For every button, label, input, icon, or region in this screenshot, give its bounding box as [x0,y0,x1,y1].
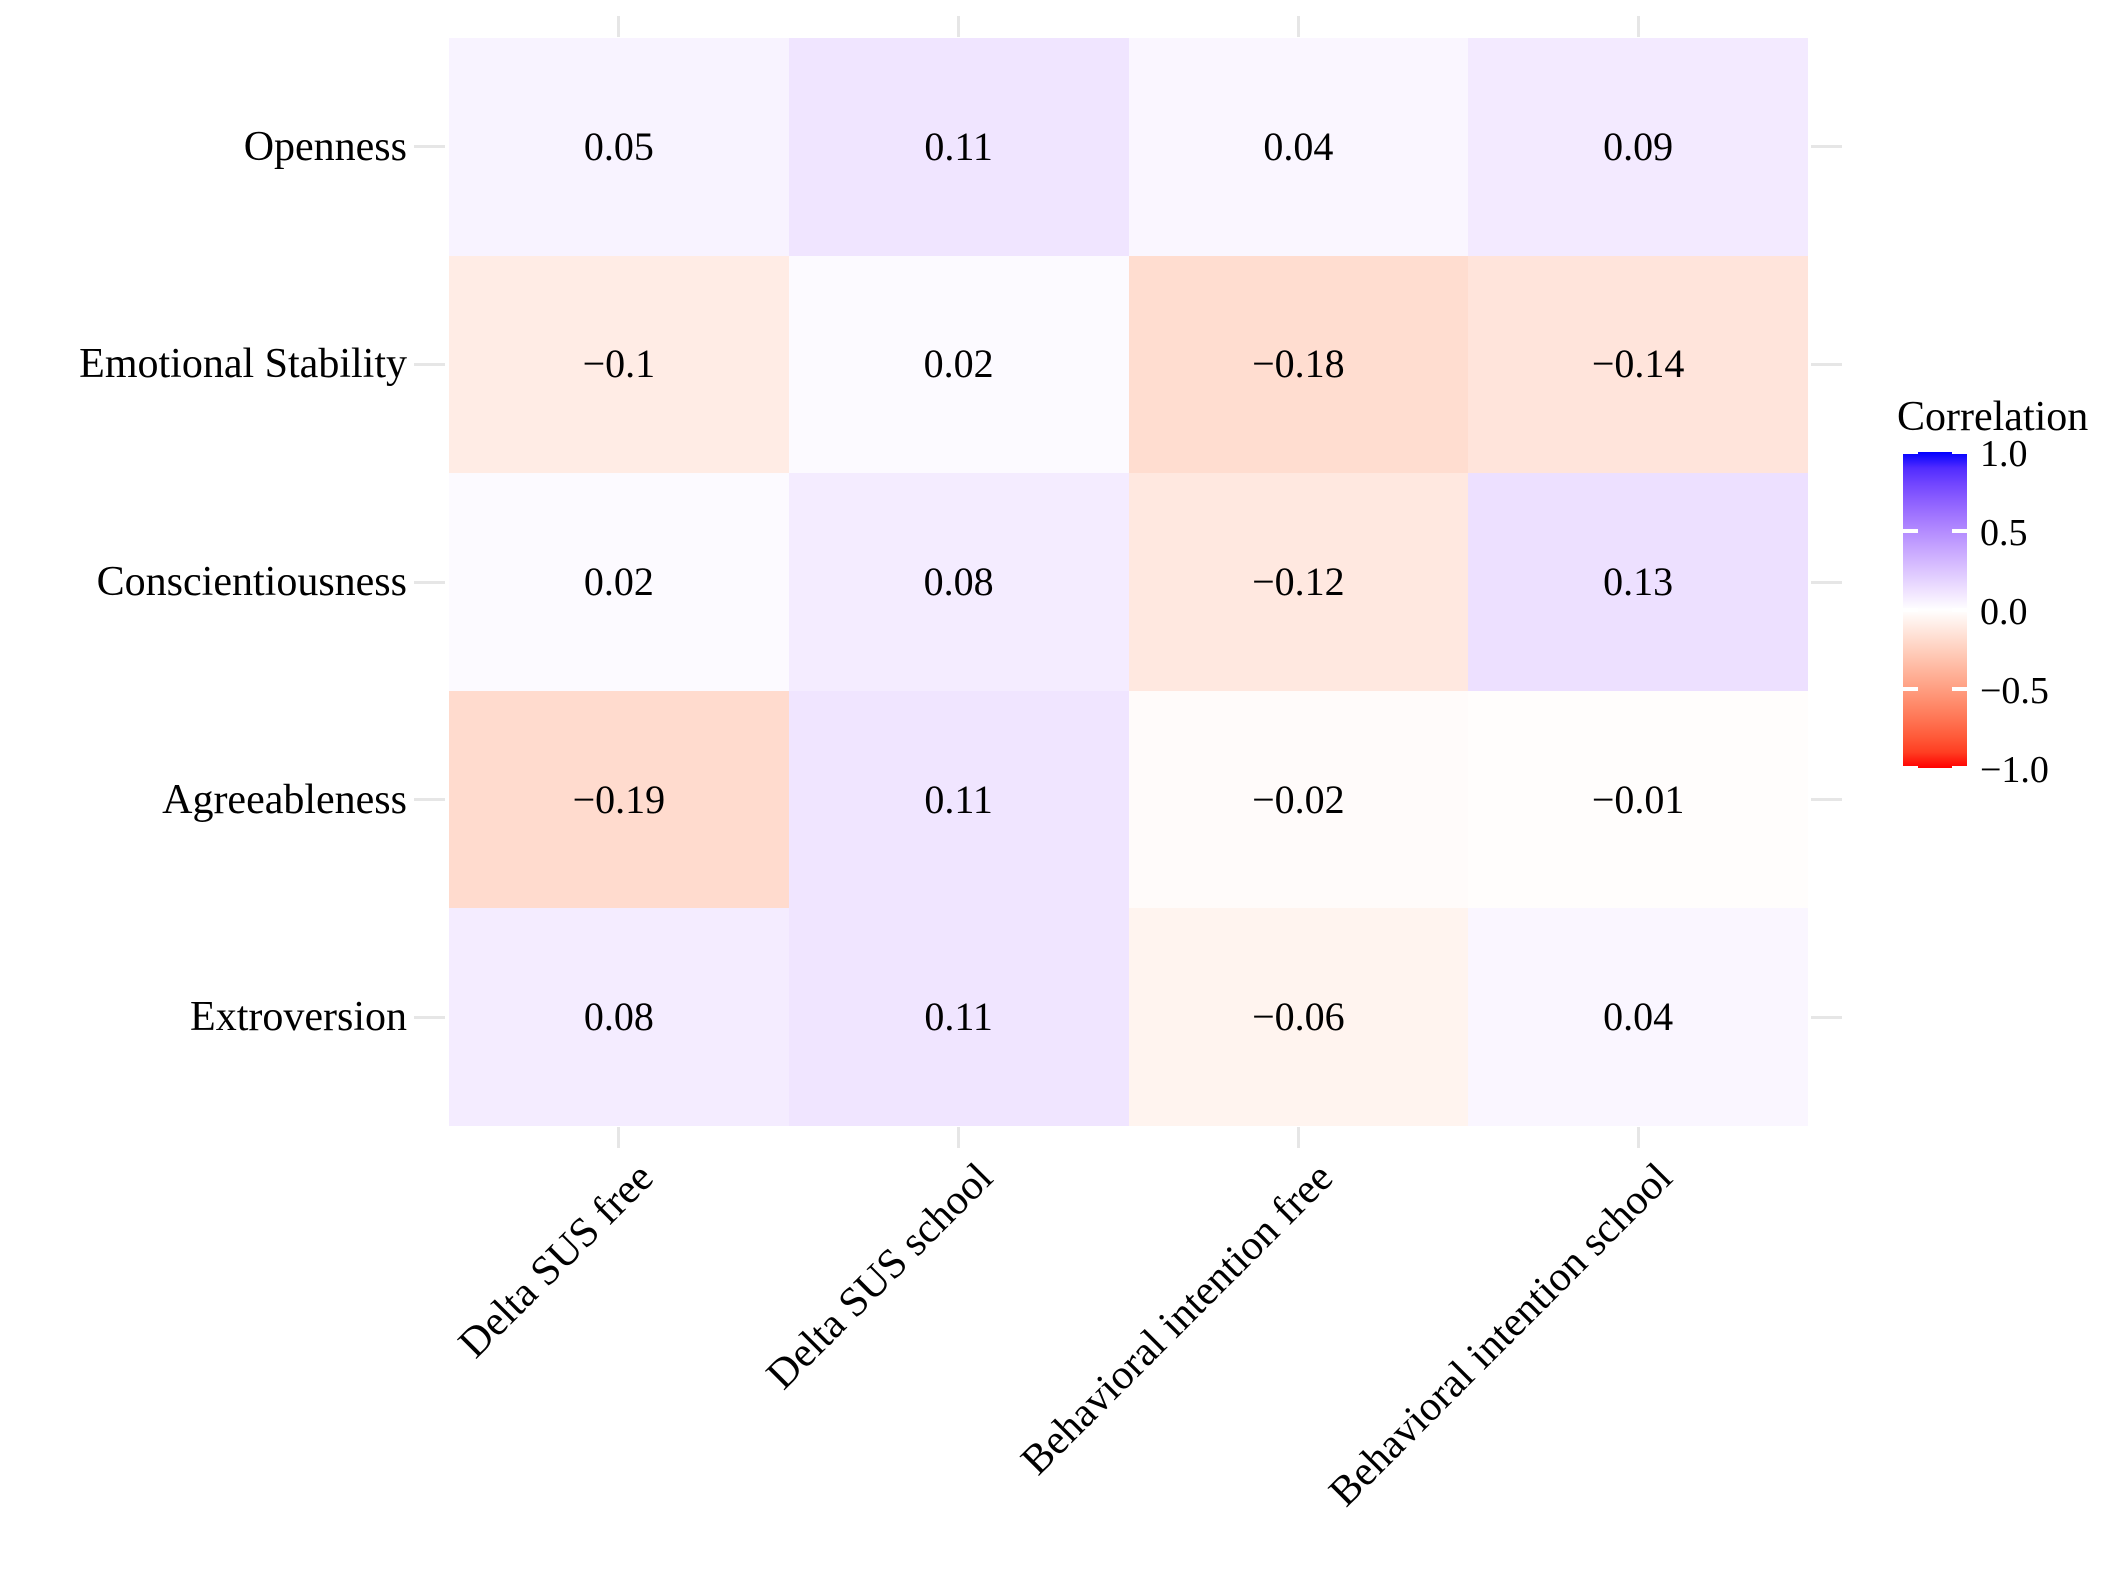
cell-value: 0.11 [924,123,993,169]
cell-value: −0.02 [1252,776,1345,822]
axis-tick [957,16,961,37]
heatmap-cell: −0.18 [1128,255,1469,474]
legend-tick-mark [1952,529,1967,533]
cell-value: −0.01 [1591,776,1685,822]
cell-value: 0.04 [1603,994,1674,1040]
axis-tick [414,1015,445,1019]
cell-value: −0.12 [1252,558,1345,604]
heatmap-cell: 0.02 [788,255,1129,474]
heatmap-cell: 0.13 [1468,473,1808,691]
y-axis-label: Openness [243,123,407,170]
legend-tick-label: 1.0 [1980,433,2028,475]
y-axis-label: Extroversion [190,994,407,1041]
x-axis-label: Behavioral intention free [1012,1154,1342,1484]
heatmap-cell: 0.11 [788,38,1129,256]
axis-tick [1811,798,1842,802]
cell-value: 0.05 [583,123,654,169]
cell-value: 0.02 [583,558,654,604]
heatmap-cell: 0.05 [449,38,789,256]
heatmap-cell: −0.01 [1468,690,1808,909]
cell-value: 0.09 [1603,123,1674,169]
legend-colorbar [1903,452,1967,768]
heatmap-grid: 0.05 0.11 0.04 0.09 −0.1 0.02 −0.18 −0.14 0.02 0.… [449,38,1808,1126]
axis-tick [1636,16,1640,37]
axis-tick [1296,1127,1300,1148]
cell-value: −0.14 [1591,341,1685,387]
axis-tick [414,145,445,149]
y-axis-label: Emotional Stability [79,341,407,388]
cell-value: 0.11 [924,994,993,1040]
legend-tick-label: −0.5 [1980,670,2049,712]
cell-value: −0.1 [582,341,656,387]
legend-tick-label: 0.0 [1980,591,2028,633]
heatmap-cell: −0.1 [449,255,789,474]
cell-value: 0.08 [923,558,994,604]
axis-tick [414,362,445,366]
legend-tick-label: 0.5 [1980,512,2028,554]
heatmap-cell: 0.04 [1128,38,1469,256]
heatmap-cell: −0.06 [1128,908,1469,1126]
heatmap-cell: −0.19 [449,690,789,909]
legend-tick-mark [1952,687,1967,691]
x-axis-label: Delta SUS school [758,1154,1002,1399]
axis-tick [617,16,621,37]
axis-tick [1811,145,1842,149]
heatmap-cell: −0.12 [1128,473,1469,691]
legend-title: Correlation [1897,394,2089,440]
axis-tick [414,580,445,584]
legend-tick-mark [1952,766,1967,768]
heatmap-cell: 0.08 [788,473,1129,691]
y-axis-label: Agreeableness [162,776,407,823]
cell-value: 0.04 [1263,123,1334,169]
legend-tick-mark [1903,766,1918,768]
legend-tick-label: −1.0 [1980,749,2049,791]
cell-value: 0.11 [924,776,993,822]
axis-tick [957,1127,961,1148]
cell-value: −0.19 [572,776,666,822]
axis-tick [1811,580,1842,584]
cell-value: 0.08 [583,994,654,1040]
heatmap-cell: 0.08 [449,908,789,1126]
axis-tick [1811,362,1842,366]
cell-value: −0.18 [1252,341,1345,387]
heatmap-cell: 0.02 [449,473,789,691]
heatmap-cell: 0.09 [1468,38,1808,256]
heatmap-cell: 0.04 [1468,908,1808,1126]
legend-tick-mark [1903,529,1918,533]
heatmap-cell: −0.14 [1468,255,1808,474]
axis-tick [1296,16,1300,37]
x-axis-label: Behavioral intention school [1320,1154,1682,1516]
axis-tick [617,1127,621,1148]
x-axis-label: Delta SUS free [449,1154,662,1367]
heatmap-cell: 0.11 [788,908,1129,1126]
legend-tick-mark [1952,452,1967,454]
heatmap-cell: −0.02 [1128,690,1469,909]
axis-tick [1811,1015,1842,1019]
legend-tick-mark [1903,687,1918,691]
heatmap-cell: 0.11 [788,690,1129,909]
legend-tick-mark [1903,608,1918,612]
axis-tick [1636,1127,1640,1148]
axis-tick [414,798,445,802]
y-axis-label: Conscientiousness [96,559,407,605]
cell-value: −0.06 [1252,994,1345,1040]
cell-value: 0.02 [923,341,994,387]
legend-tick-mark [1903,452,1918,454]
legend-tick-mark [1952,608,1967,612]
cell-value: 0.13 [1603,558,1674,604]
